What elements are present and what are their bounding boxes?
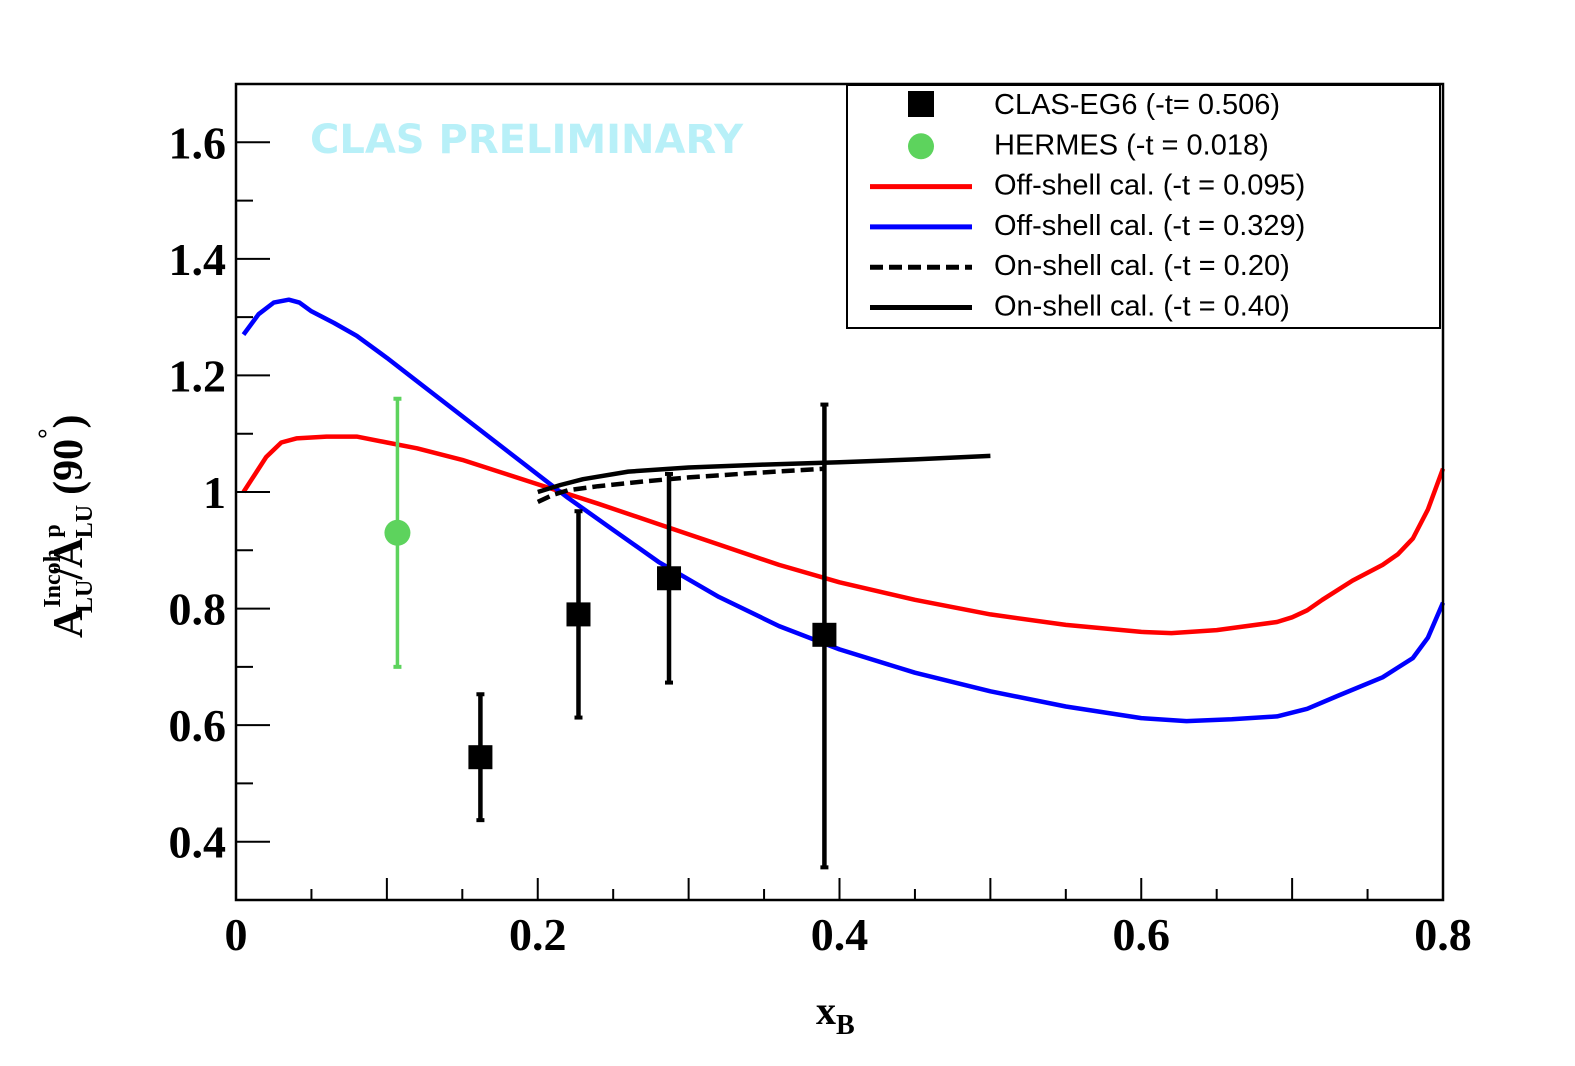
y-title-a1: A xyxy=(46,607,92,638)
y-tick-label: 0.8 xyxy=(169,584,227,635)
legend: CLAS-EG6 (-t= 0.506) HERMES (-t = 0.018) O… xyxy=(846,84,1441,329)
x-axis-title-main: x xyxy=(816,988,836,1033)
y-title-a2: A xyxy=(46,537,92,568)
x-tick-label: 0.8 xyxy=(1414,909,1472,960)
data-point-square xyxy=(812,622,837,647)
y-title-sup2: p xyxy=(40,524,66,537)
series-line-4 xyxy=(537,453,991,495)
series-line-2 xyxy=(241,297,1446,724)
watermark: CLAS PRELIMINARY xyxy=(310,117,744,163)
data-point-square xyxy=(657,566,682,591)
y-title-sub1: LU xyxy=(72,580,98,613)
y-title-slash: / xyxy=(46,567,92,581)
legend-swatch-square xyxy=(908,91,934,117)
legend-label: Off-shell cal. (-t = 0.095) xyxy=(994,170,1305,202)
curves-layer xyxy=(241,297,1446,724)
legend-label: CLAS-EG6 (-t= 0.506) xyxy=(994,89,1280,121)
data-point-square xyxy=(566,602,591,627)
x-tick-label: 0.2 xyxy=(509,909,567,960)
y-title-degree: ° xyxy=(33,429,62,439)
y-tick-label: 1 xyxy=(203,467,226,518)
x-tick-label: 0 xyxy=(225,909,248,960)
y-axis-title: AIncoh LU/Ap LU(90°) xyxy=(33,415,98,639)
legend-label: On-shell cal. (-t = 0.20) xyxy=(994,250,1290,282)
x-tick-label: 0.4 xyxy=(811,909,869,960)
legend-frame xyxy=(846,84,1441,329)
watermark-layer: CLAS PRELIMINARY xyxy=(310,117,744,163)
data-point-square xyxy=(468,745,493,770)
x-tick-label: 0.6 xyxy=(1113,909,1171,960)
series-line-3 xyxy=(536,466,825,504)
y-tick-label: 0.6 xyxy=(169,700,227,751)
x-axis-title-sub: B xyxy=(836,1010,855,1041)
axes-layer: 0 0.2 0.4 0.6 0.8 0.4 0.6 0.8 1 1.2 1.4 1.6 xyxy=(169,83,1472,960)
y-tick-label: 1.4 xyxy=(169,234,227,285)
y-title-paren: (90 xyxy=(46,439,92,495)
points-layer xyxy=(384,396,837,870)
y-tick-label: 1.6 xyxy=(169,117,227,168)
series-line-1 xyxy=(241,434,1446,636)
y-title-close: ) xyxy=(46,415,92,429)
y-tick-label: 1.2 xyxy=(169,350,227,401)
y-title-sup1: Incoh xyxy=(40,549,66,608)
y-tick-label: 0.4 xyxy=(169,817,227,868)
data-point-circle xyxy=(384,519,411,546)
legend-swatch-circle xyxy=(908,133,934,160)
x-axis-title: xB xyxy=(816,988,855,1041)
legend-label: HERMES (-t = 0.018) xyxy=(994,129,1269,161)
legend-label: Off-shell cal. (-t = 0.329) xyxy=(994,210,1305,242)
y-title-sub2: LU xyxy=(72,505,98,538)
legend-label: On-shell cal. (-t = 0.40) xyxy=(994,291,1290,323)
svg-text:xB: xB xyxy=(816,988,855,1041)
